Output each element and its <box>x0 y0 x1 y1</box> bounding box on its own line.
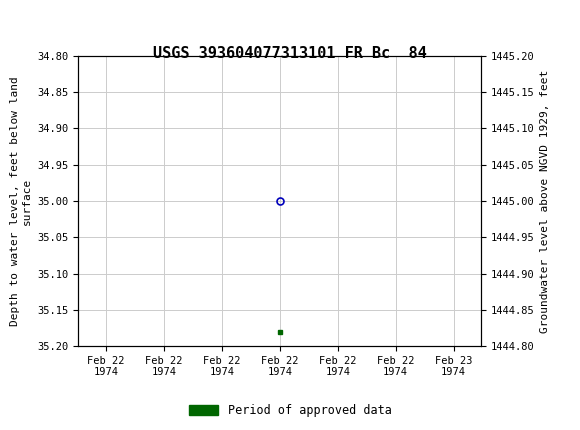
Text: USGS 393604077313101 FR Bc  84: USGS 393604077313101 FR Bc 84 <box>153 46 427 61</box>
Bar <box>8 4 44 36</box>
Text: USGS: USGS <box>49 10 96 30</box>
Y-axis label: Depth to water level, feet below land
surface: Depth to water level, feet below land su… <box>10 76 32 326</box>
Y-axis label: Groundwater level above NGVD 1929, feet: Groundwater level above NGVD 1929, feet <box>541 69 550 333</box>
Legend: Period of approved data: Period of approved data <box>184 399 396 422</box>
